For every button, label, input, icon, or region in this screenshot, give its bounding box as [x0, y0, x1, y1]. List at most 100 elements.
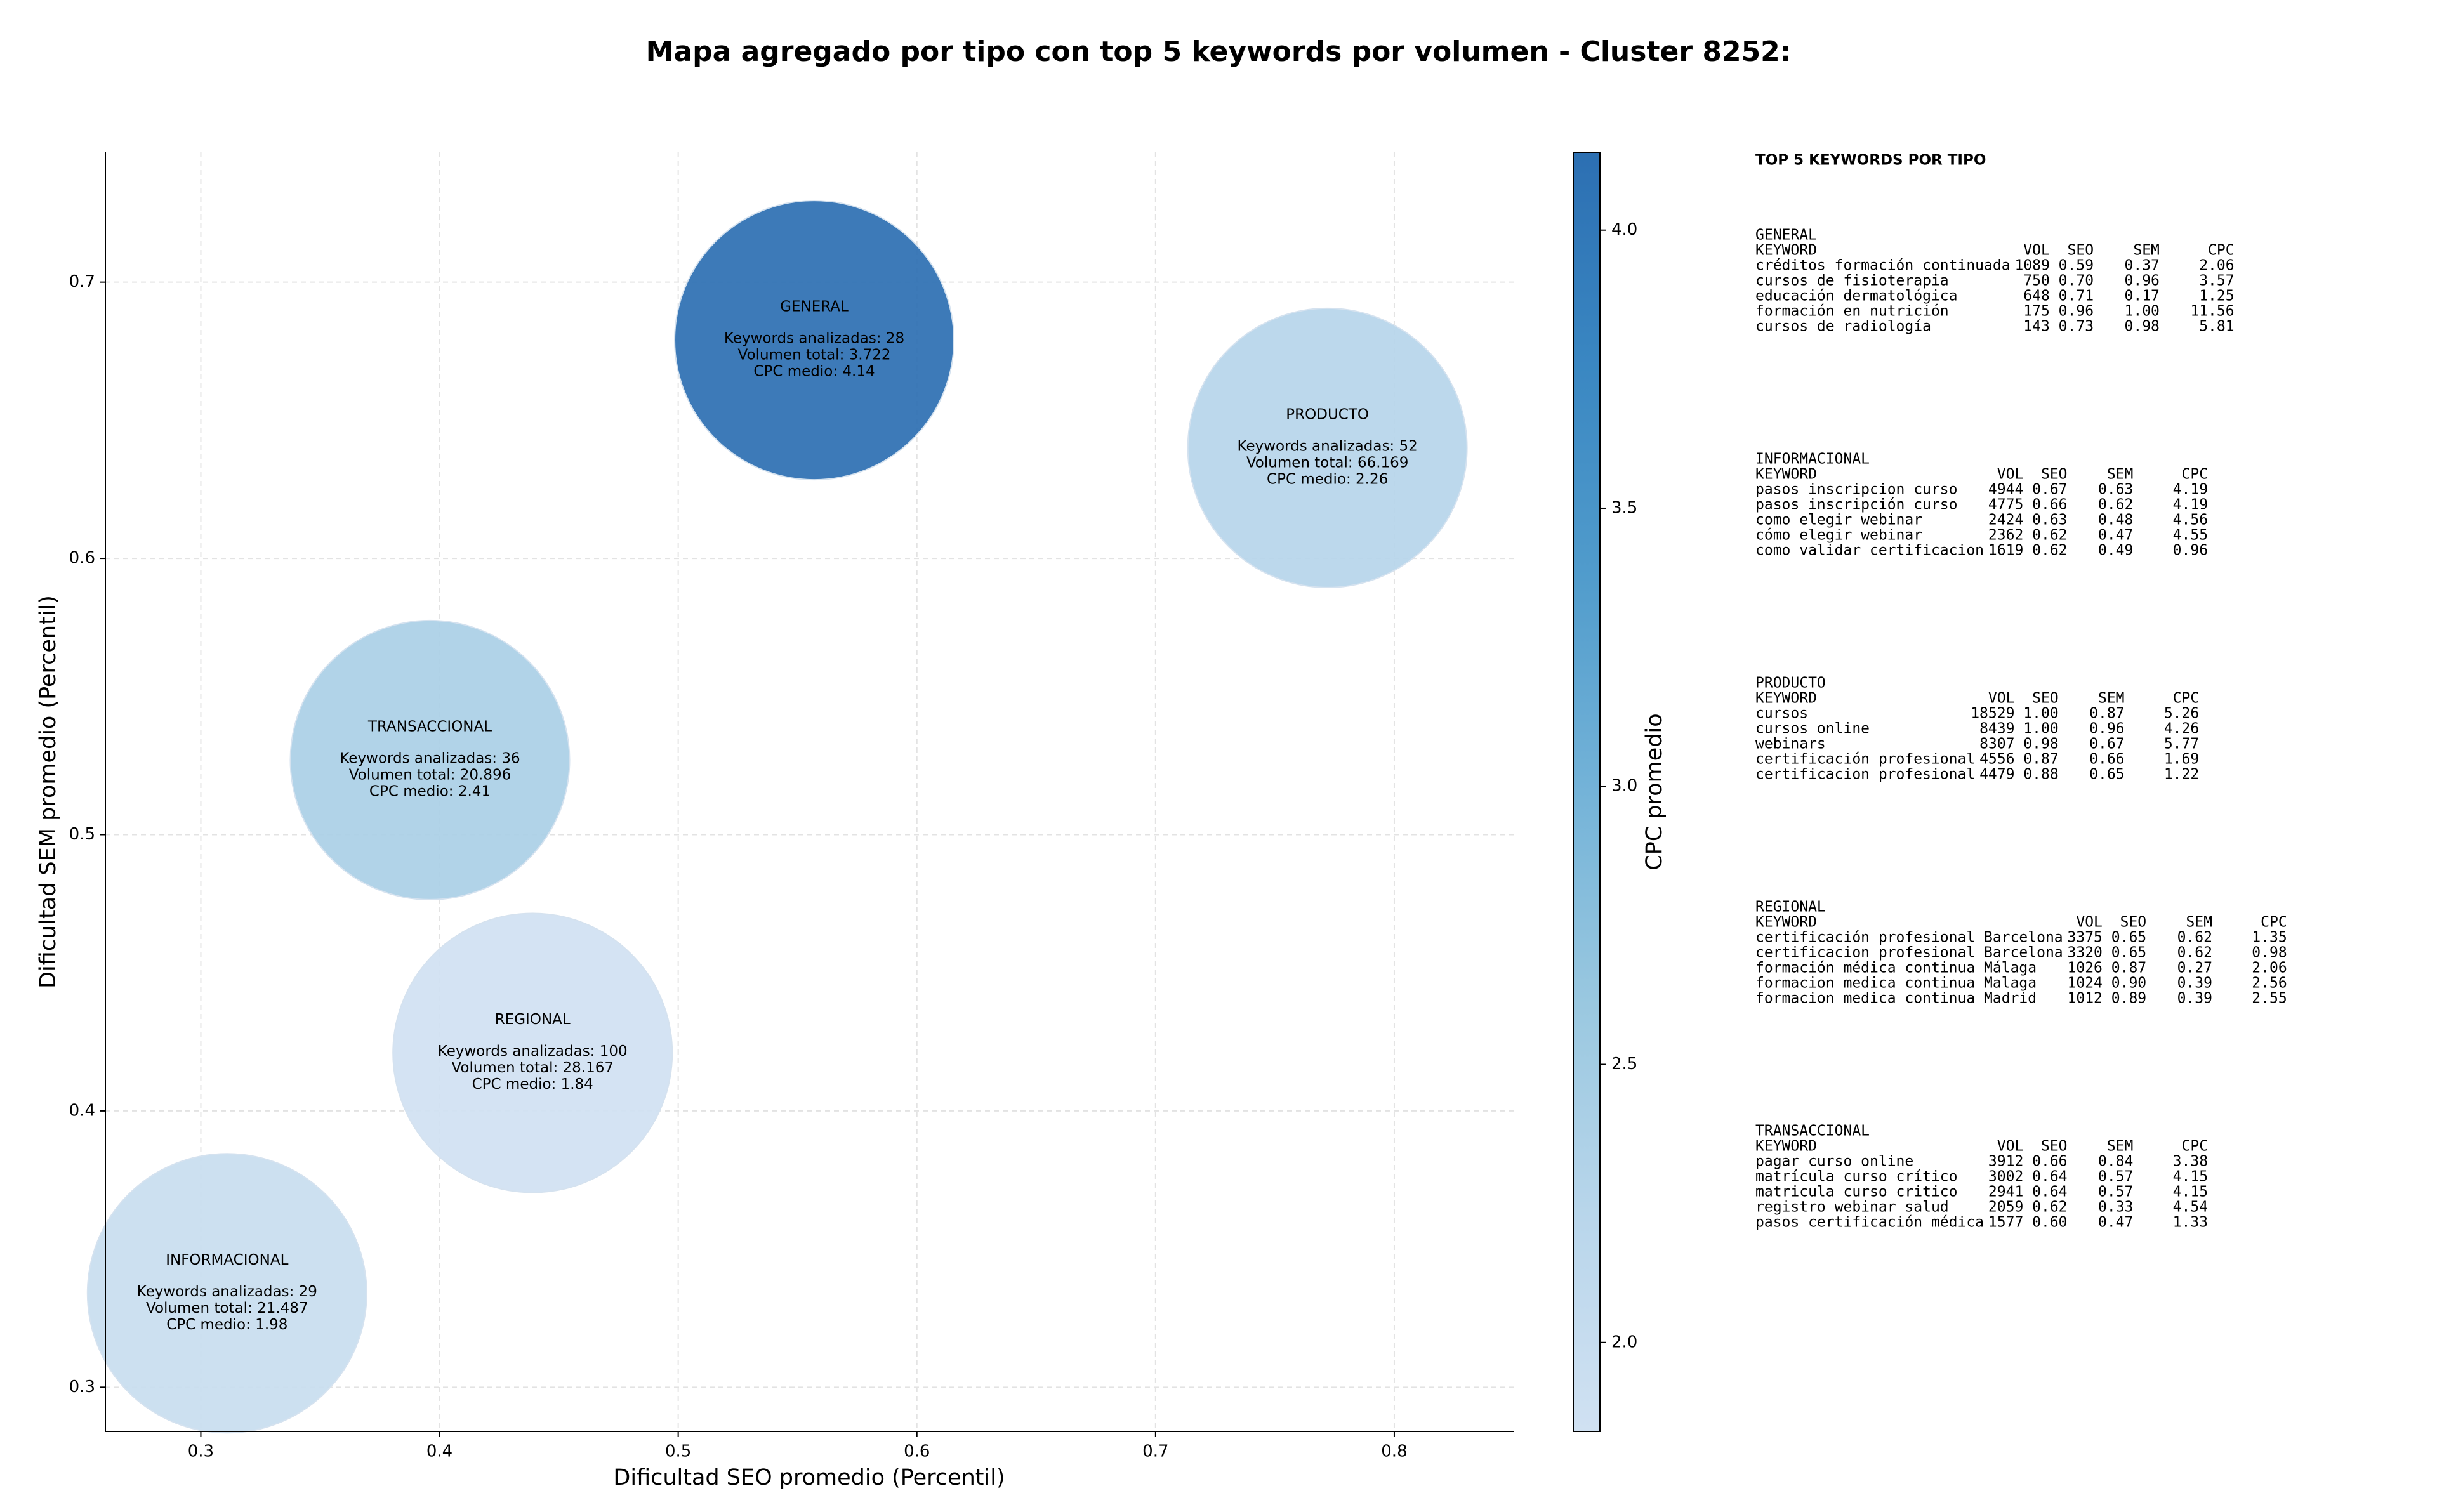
table-header: SEO: [2041, 466, 2068, 483]
table-cell: 4556: [1979, 751, 2014, 768]
bubble-name: INFORMACIONAL: [166, 1252, 288, 1268]
table-cell: pasos certificación médica: [1755, 1214, 1984, 1231]
y-tick-label: 0.5: [69, 825, 95, 844]
table-cell: 0.62: [2032, 542, 2067, 559]
table-cell: 2424: [1988, 512, 2023, 529]
table-cell: 1026: [2068, 960, 2103, 976]
table-cell: 0.49: [2098, 542, 2133, 559]
table-cell: cursos de radiología: [1755, 319, 1931, 335]
table-cell: 0.64: [2032, 1184, 2067, 1200]
table-cell: 1.25: [2199, 288, 2234, 305]
table-cell: 4.19: [2173, 497, 2208, 513]
table-header: SEO: [2068, 242, 2094, 259]
table-header: VOL: [1997, 466, 2024, 483]
table-cell: 0.96: [2089, 721, 2124, 737]
table-header: CPC: [2261, 914, 2287, 931]
table-cell: pasos inscripcion curso: [1755, 482, 1958, 498]
x-tick-label: 0.7: [1142, 1442, 1168, 1461]
table-cell: 3320: [2068, 945, 2103, 961]
group-name: TRANSACCIONAL: [1755, 1123, 1870, 1140]
colorbar-label: CPC promedio: [1642, 713, 1667, 870]
x-tick-label: 0.4: [426, 1442, 452, 1461]
table-cell: 8439: [1979, 721, 2014, 737]
table-cell: 1.33: [2173, 1214, 2208, 1231]
table-header: SEO: [2032, 690, 2059, 707]
table-cell: pagar curso online: [1755, 1154, 1913, 1170]
table-cell: 0.65: [2111, 930, 2146, 946]
table-header: SEM: [2107, 1138, 2134, 1155]
table-cell: como elegir webinar: [1755, 512, 1922, 529]
table-cell: 0.84: [2098, 1154, 2133, 1170]
bubble-label: CPC medio: 1.84: [472, 1076, 593, 1093]
y-axis-label: Dificultad SEM promedio (Percentil): [36, 595, 61, 989]
table-cell: 0.37: [2125, 258, 2160, 274]
table-cell: cursos: [1755, 706, 1808, 722]
table-cell: 4.54: [2173, 1199, 2208, 1216]
bubble-label: Volumen total: 21.487: [146, 1300, 308, 1317]
table-cell: 0.73: [2059, 319, 2094, 335]
y-tick-label: 0.6: [69, 549, 95, 568]
table-header: SEM: [2186, 914, 2212, 931]
table-header: KEYWORD: [1755, 242, 1817, 259]
table-cell: 8307: [1979, 736, 2014, 753]
table-cell: créditos formación continuada: [1755, 258, 2011, 274]
table-cell: 0.71: [2059, 288, 2094, 305]
table-cell: 1012: [2068, 990, 2103, 1007]
table-cell: 2362: [1988, 527, 2023, 544]
table-cell: 2.55: [2252, 990, 2287, 1007]
table-cell: matricula curso critico: [1755, 1184, 1958, 1200]
table-cell: 0.62: [2032, 1199, 2067, 1216]
table-cell: 1.00: [2125, 303, 2160, 320]
bubble-name: GENERAL: [780, 299, 849, 315]
table-cell: 0.66: [2032, 1154, 2067, 1170]
table-cell: 2.06: [2199, 258, 2234, 274]
table-cell: 5.81: [2199, 319, 2234, 335]
table-cell: 4.56: [2173, 512, 2208, 529]
table-cell: 1089: [2014, 258, 2049, 274]
bubble: [674, 200, 955, 481]
table-cell: 1577: [1988, 1214, 2023, 1231]
table-cell: formacion medica continua Madrid: [1755, 990, 2037, 1007]
table-cell: 0.27: [2177, 960, 2212, 976]
bubble-name: REGIONAL: [495, 1011, 571, 1028]
bubble-label: CPC medio: 4.14: [753, 364, 875, 380]
table-cell: 0.98: [2023, 736, 2058, 753]
table-cell: 0.67: [2032, 482, 2067, 498]
table-cell: 0.47: [2098, 1214, 2133, 1231]
table-cell: 0.33: [2098, 1199, 2133, 1216]
table-cell: 4.55: [2173, 527, 2208, 544]
bubble-label: Volumen total: 28.167: [451, 1060, 614, 1076]
bubble-label: Keywords analizadas: 28: [724, 331, 904, 347]
table-cell: 0.39: [2177, 990, 2212, 1007]
table-cell: certificación profesional: [1755, 751, 1975, 768]
bubble: [392, 912, 673, 1193]
bubble-label: Keywords analizadas: 36: [340, 750, 520, 766]
x-axis-label: Dificultad SEO promedio (Percentil): [613, 1465, 1005, 1490]
table-cell: 0.62: [2177, 945, 2212, 961]
table-header: SEO: [2120, 914, 2147, 931]
table-header: KEYWORD: [1755, 1138, 1817, 1155]
table-cell: 3375: [2068, 930, 2103, 946]
group-name: PRODUCTO: [1755, 675, 1826, 692]
bubble-name: PRODUCTO: [1286, 406, 1369, 423]
bubble-label: Volumen total: 3.722: [738, 347, 891, 364]
table-cell: 3002: [1988, 1169, 2023, 1185]
table-cell: 0.98: [2252, 945, 2287, 961]
x-tick-label: 0.5: [665, 1442, 691, 1461]
bubble-label: Keywords analizadas: 29: [137, 1284, 317, 1300]
table-cell: formación en nutrición: [1755, 303, 1949, 320]
table-cell: matrícula curso crítico: [1755, 1169, 1958, 1185]
table-cell: 0.96: [2125, 273, 2160, 289]
bubble: [86, 1153, 367, 1434]
table-cell: formacion medica continua Malaga: [1755, 975, 2037, 992]
table-header: SEM: [2098, 690, 2125, 707]
table-cell: cómo elegir webinar: [1755, 527, 1922, 544]
table-header: CPC: [2208, 242, 2235, 259]
table-cell: 0.63: [2032, 512, 2067, 529]
table-cell: como validar certificacion: [1755, 542, 1984, 559]
table-cell: 0.17: [2125, 288, 2160, 305]
table-cell: 4775: [1988, 497, 2023, 513]
bubble-label: CPC medio: 1.98: [166, 1317, 287, 1333]
